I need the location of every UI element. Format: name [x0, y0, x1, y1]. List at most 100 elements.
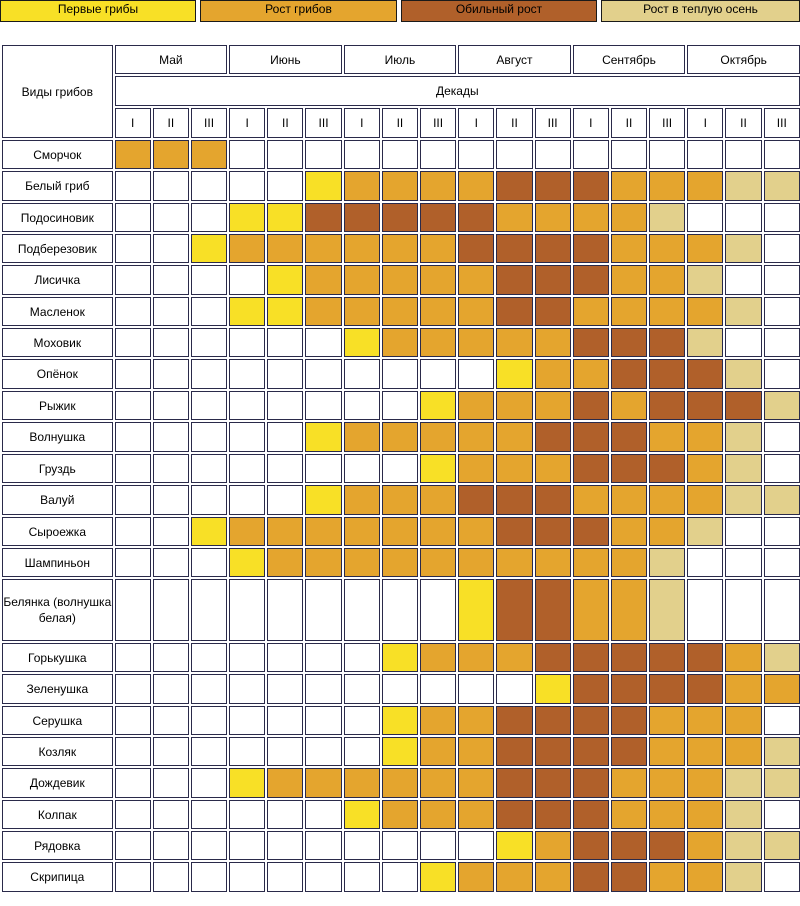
growth-cell [458, 328, 495, 357]
header-decade-numbers-row: I II III I II III I II III I II III I II III I II III [2, 108, 800, 138]
growth-cell [267, 706, 304, 735]
growth-cell [343, 548, 380, 577]
growth-cell [572, 265, 609, 295]
growth-cell [458, 422, 495, 452]
growth-cell [763, 328, 800, 357]
growth-cell [725, 391, 762, 420]
growth-cell [381, 140, 418, 169]
growth-cell [267, 454, 304, 483]
growth-cell [649, 454, 686, 483]
growth-cell [267, 579, 304, 641]
growth-cell [649, 140, 686, 169]
growth-cell [267, 800, 304, 829]
growth-cell [725, 706, 762, 735]
growth-cell [572, 737, 609, 766]
growth-cell [381, 737, 418, 766]
growth-cell [572, 517, 609, 546]
growth-cell [687, 579, 724, 641]
growth-cell [114, 737, 151, 766]
growth-cell [420, 171, 457, 201]
growth-cell [190, 643, 228, 672]
growth-cell [572, 862, 609, 892]
growth-cell [763, 517, 800, 546]
growth-cell [305, 579, 342, 641]
growth-cell [420, 517, 457, 546]
growth-cell [152, 579, 189, 641]
growth-cell [610, 328, 648, 357]
growth-cell [763, 548, 800, 577]
growth-cell [458, 171, 495, 201]
growth-cell [190, 768, 228, 798]
growth-cell [763, 643, 800, 672]
growth-cell [458, 391, 495, 420]
decade-number: II [610, 108, 648, 138]
growth-cell [381, 203, 418, 232]
growth-cell [534, 737, 571, 766]
growth-cell [152, 171, 189, 201]
growth-cell [458, 831, 495, 860]
growth-cell [725, 674, 762, 704]
growth-cell [229, 674, 266, 704]
growth-cell [572, 674, 609, 704]
growth-cell [496, 454, 533, 483]
growth-cell [534, 297, 571, 326]
growth-cell [267, 391, 304, 420]
growth-cell [381, 391, 418, 420]
growth-cell [687, 265, 724, 295]
growth-cell [610, 234, 648, 263]
growth-cell [114, 297, 151, 326]
growth-cell [649, 265, 686, 295]
growth-cell [152, 485, 189, 515]
growth-cell [305, 328, 342, 357]
growth-cell [610, 203, 648, 232]
decade-number: I [458, 108, 495, 138]
growth-cell [687, 706, 724, 735]
growth-cell [610, 800, 648, 829]
legend-item-1: Первые грибы [0, 0, 196, 22]
growth-cell [458, 737, 495, 766]
species-name: Дождевик [2, 768, 113, 798]
table-row: Лисичка [2, 265, 800, 295]
growth-cell [649, 706, 686, 735]
growth-cell [381, 831, 418, 860]
growth-cell [420, 297, 457, 326]
growth-cell [496, 737, 533, 766]
growth-cell [114, 674, 151, 704]
growth-cell [381, 862, 418, 892]
growth-cell [229, 862, 266, 892]
growth-cell [267, 171, 304, 201]
growth-cell [458, 454, 495, 483]
growth-cell [725, 203, 762, 232]
growth-cell [420, 265, 457, 295]
growth-cell [763, 171, 800, 201]
species-name: Зеленушка [2, 674, 113, 704]
growth-cell [763, 391, 800, 420]
growth-cell [687, 140, 724, 169]
growth-cell [763, 862, 800, 892]
growth-cell [114, 454, 151, 483]
growth-cell [190, 579, 228, 641]
species-name: Моховик [2, 328, 113, 357]
growth-cell [725, 579, 762, 641]
growth-cell [534, 454, 571, 483]
growth-cell [305, 265, 342, 295]
species-name: Белянка (волнушка белая) [2, 579, 113, 641]
growth-cell [763, 422, 800, 452]
growth-cell [381, 800, 418, 829]
table-row: Зеленушка [2, 674, 800, 704]
growth-cell [305, 422, 342, 452]
growth-cell [114, 579, 151, 641]
growth-cell [190, 391, 228, 420]
species-name: Скрипица [2, 862, 113, 892]
growth-cell [229, 297, 266, 326]
growth-cell [267, 422, 304, 452]
growth-cell [572, 800, 609, 829]
growth-cell [649, 485, 686, 515]
growth-cell [229, 548, 266, 577]
growth-cell [458, 548, 495, 577]
growth-cell [381, 485, 418, 515]
growth-cell [496, 579, 533, 641]
growth-cell [305, 140, 342, 169]
growth-cell [572, 391, 609, 420]
growth-cell [534, 517, 571, 546]
